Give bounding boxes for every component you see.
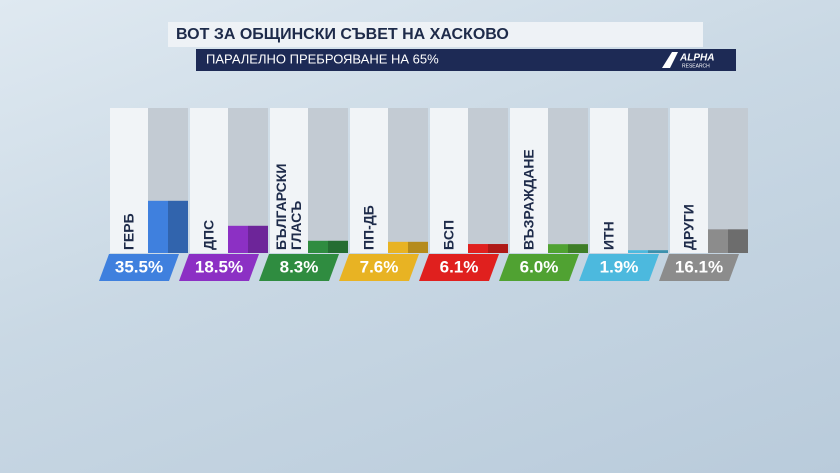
bar-shade	[568, 244, 588, 253]
bar-track	[548, 108, 588, 253]
label-column	[270, 108, 308, 253]
value-badge	[179, 254, 259, 281]
title-bar	[168, 22, 703, 47]
value-label: 16.1%	[675, 257, 723, 276]
category-label: ГЕРБ	[120, 213, 137, 250]
bar	[468, 244, 508, 253]
bar	[548, 244, 588, 253]
category-label: ВЪЗРАЖДАНЕ	[520, 149, 537, 250]
value-badge	[659, 254, 739, 281]
logo-bottom: RESEARCH	[682, 63, 710, 69]
bar	[228, 225, 268, 253]
bar-shade	[488, 244, 508, 253]
label-column	[590, 108, 628, 253]
category-label: ПП-ДБ	[360, 205, 377, 250]
chart-title: ВОТ ЗА ОБЩИНСКИ СЪВЕТ НА ХАСКОВО	[176, 26, 509, 43]
label-column	[350, 108, 388, 253]
value-label: 35.5%	[115, 257, 163, 276]
subtitle-bar	[196, 49, 736, 71]
label-column	[190, 108, 228, 253]
bar-shade	[648, 250, 668, 253]
value-badge	[99, 254, 179, 281]
bar-track	[708, 108, 748, 253]
label-column	[430, 108, 468, 253]
value-label: 7.6%	[360, 257, 399, 276]
value-badge	[499, 254, 579, 281]
category-label: ДПС	[200, 219, 217, 250]
bar-track	[388, 108, 428, 253]
category-label: ИТН	[600, 221, 617, 250]
label-column	[510, 108, 548, 253]
bar-shade	[168, 200, 188, 253]
bar	[628, 250, 668, 253]
logo-icon	[662, 52, 678, 68]
label-column	[110, 108, 148, 253]
chart-subtitle: ПАРАЛЕЛНО ПРЕБРОЯВАНЕ НА 65%	[206, 51, 439, 66]
bar	[308, 240, 348, 253]
category-label: ДРУГИ	[680, 204, 697, 250]
bar-track	[308, 108, 348, 253]
bar-track	[628, 108, 668, 253]
bar	[708, 229, 748, 253]
value-badge	[419, 254, 499, 281]
value-label: 6.0%	[520, 257, 559, 276]
value-label: 1.9%	[600, 257, 639, 276]
bar-shade	[328, 240, 348, 253]
value-label: 6.1%	[440, 257, 479, 276]
value-label: 18.5%	[195, 257, 243, 276]
label-column	[670, 108, 708, 253]
bar	[148, 200, 188, 253]
value-badge	[259, 254, 339, 281]
bar-shade	[728, 229, 748, 253]
bar-track	[468, 108, 508, 253]
value-label: 8.3%	[280, 257, 319, 276]
logo-top: ALPHA	[679, 53, 714, 64]
value-badge	[579, 254, 659, 281]
value-badge	[339, 254, 419, 281]
bar-shade	[248, 225, 268, 253]
category-label: БЪЛГАРСКИ ГЛАСЪ	[273, 163, 304, 250]
bar-shade	[408, 241, 428, 253]
bar	[388, 241, 428, 253]
category-label: БСП	[440, 219, 457, 250]
